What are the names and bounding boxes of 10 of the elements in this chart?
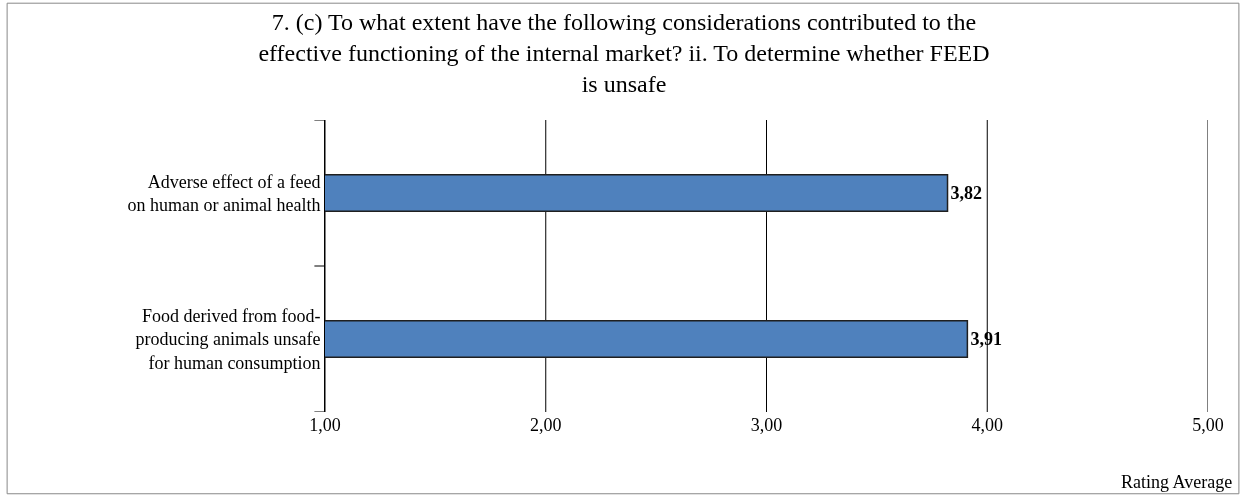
y-tick-label: Adverse effect of a feed on human or animal health (127, 171, 321, 215)
x-axis-title: Rating Average (1121, 472, 1233, 492)
x-tick-label: 2,00 (530, 415, 562, 435)
x-tick-label: 3,00 (750, 415, 783, 435)
x-tick-label: 5,00 (1192, 415, 1224, 435)
y-tick-label: Food derived from food-producing animals unsafe for human consumption (135, 305, 321, 373)
x-tick-label: 4,00 (971, 415, 1003, 435)
x-tick-label: 1,00 (309, 415, 341, 435)
chart-title: 7. (c) To what extent have the following considerations contributed to the effective functioning of the internal market? ii. To determine whether FEED is unsafe (258, 8, 990, 98)
data-label: 3,82 (950, 183, 983, 203)
